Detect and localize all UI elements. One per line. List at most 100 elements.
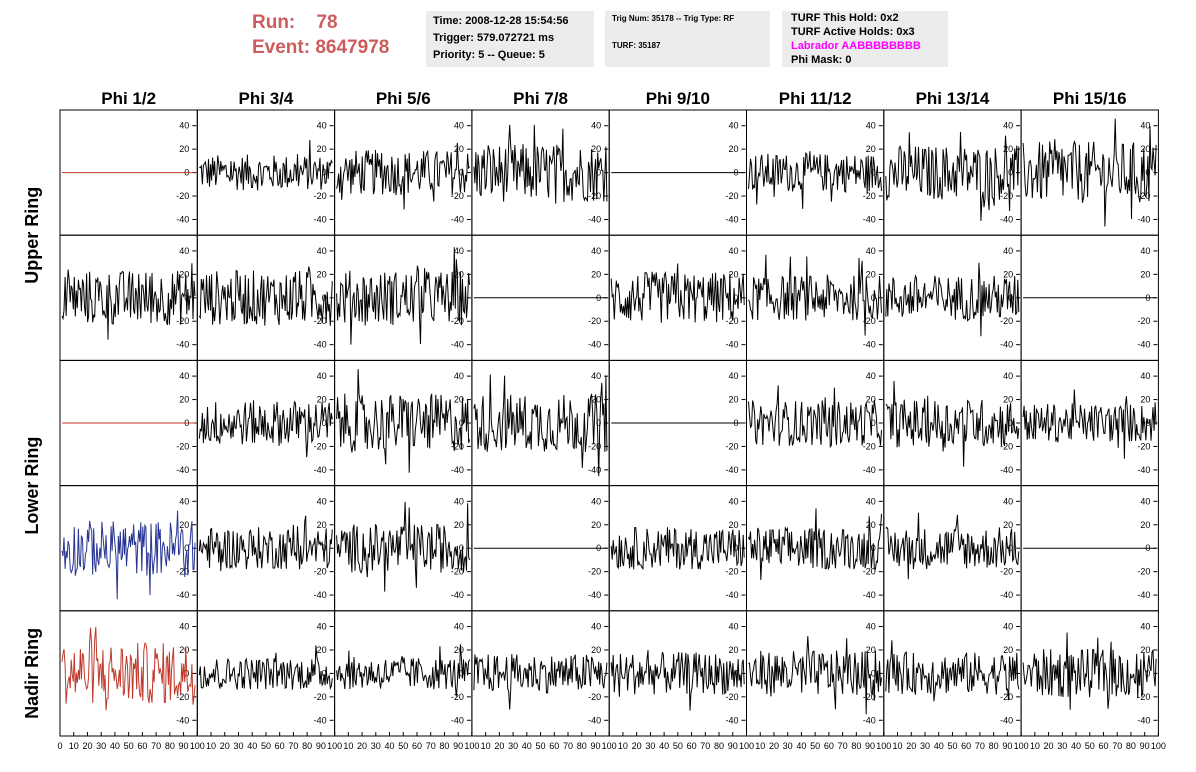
- y-tick-label: -20: [314, 441, 327, 451]
- y-tick-label: 40: [179, 121, 189, 131]
- x-tick-label: 70: [151, 741, 161, 751]
- x-tick-label: 20: [906, 741, 916, 751]
- x-tick-label: 10: [618, 741, 628, 751]
- y-tick-label: 40: [591, 622, 601, 632]
- x-tick-label: 90: [590, 741, 600, 751]
- y-tick-label: 40: [1140, 121, 1150, 131]
- x-tick-label: 30: [920, 741, 930, 751]
- y-tick-label: -20: [725, 441, 738, 451]
- y-tick-label: 20: [866, 645, 876, 655]
- y-tick-label: -20: [1137, 191, 1150, 201]
- x-tick-label: 30: [645, 741, 655, 751]
- x-tick-label: 60: [824, 741, 834, 751]
- x-tick-label: 90: [1002, 741, 1012, 751]
- y-tick-label: -20: [725, 567, 738, 577]
- x-tick-label: 20: [632, 741, 642, 751]
- x-tick-label: 60: [275, 741, 285, 751]
- y-tick-label: -40: [588, 214, 601, 224]
- y-tick-label: 20: [179, 269, 189, 279]
- row-label: Upper Ring: [22, 187, 42, 284]
- y-tick-label: 20: [591, 645, 601, 655]
- y-tick-label: -40: [1000, 590, 1013, 600]
- row-label: Nadir Ring: [22, 628, 42, 719]
- waveform-trace: [885, 512, 1020, 580]
- y-tick-label: -40: [725, 214, 738, 224]
- x-tick-label: 0: [57, 741, 62, 751]
- y-tick-label: -40: [314, 340, 327, 350]
- x-tick-label: 100: [1014, 741, 1029, 751]
- y-tick-label: -40: [588, 465, 601, 475]
- y-tick-label: -20: [1000, 567, 1013, 577]
- waveform-trace: [198, 400, 333, 458]
- y-tick-label: -20: [176, 692, 189, 702]
- y-tick-label: 20: [1140, 144, 1150, 154]
- x-tick-label: 40: [385, 741, 395, 751]
- y-tick-label: 20: [454, 520, 464, 530]
- x-tick-label: 60: [549, 741, 559, 751]
- run-line: Run: 78: [252, 10, 422, 35]
- y-tick-label: -20: [588, 441, 601, 451]
- x-tick-label: 70: [975, 741, 985, 751]
- y-tick-label: -40: [588, 340, 601, 350]
- y-tick-label: 20: [179, 395, 189, 405]
- waveform-trace: [610, 650, 745, 711]
- y-tick-label: 20: [1003, 645, 1013, 655]
- time-info-box: Time: 2008-12-28 15:54:56 Trigger: 579.0…: [426, 11, 594, 67]
- y-tick-label: -40: [863, 465, 876, 475]
- y-tick-label: -40: [314, 715, 327, 725]
- y-tick-label: -20: [1137, 567, 1150, 577]
- y-tick-label: 40: [454, 121, 464, 131]
- y-tick-label: -40: [314, 465, 327, 475]
- x-tick-label: 40: [247, 741, 257, 751]
- x-tick-label: 20: [82, 741, 92, 751]
- x-tick-label: 10: [1030, 741, 1040, 751]
- y-tick-label: 0: [459, 418, 464, 428]
- y-tick-label: 40: [866, 121, 876, 131]
- y-tick-label: -20: [588, 316, 601, 326]
- x-tick-label: 10: [893, 741, 903, 751]
- y-tick-label: -40: [451, 340, 464, 350]
- y-tick-label: 20: [591, 520, 601, 530]
- y-tick-label: -40: [451, 465, 464, 475]
- waveform-trace: [473, 654, 608, 710]
- y-tick-label: 0: [871, 668, 876, 678]
- x-tick-label: 40: [796, 741, 806, 751]
- waveform-trace: [336, 369, 471, 473]
- y-tick-label: -40: [314, 590, 327, 600]
- waveform-trace: [748, 254, 882, 336]
- y-tick-label: -20: [725, 692, 738, 702]
- x-tick-label: 80: [439, 741, 449, 751]
- y-tick-label: -20: [451, 441, 464, 451]
- x-tick-label: 20: [494, 741, 504, 751]
- x-tick-label: 60: [1098, 741, 1108, 751]
- y-tick-label: 40: [591, 371, 601, 381]
- y-tick-label: -40: [176, 465, 189, 475]
- y-tick-label: -20: [314, 692, 327, 702]
- waveform-trace: [748, 385, 882, 449]
- y-tick-label: -20: [725, 316, 738, 326]
- x-tick-label: 60: [412, 741, 422, 751]
- x-tick-label: 100: [327, 741, 342, 751]
- y-tick-label: 20: [1140, 395, 1150, 405]
- y-tick-label: -20: [451, 567, 464, 577]
- y-tick-label: 40: [1003, 622, 1013, 632]
- y-tick-label: -20: [863, 191, 876, 201]
- y-tick-label: 20: [317, 520, 327, 530]
- y-tick-label: -20: [588, 567, 601, 577]
- x-tick-label: 50: [673, 741, 683, 751]
- y-tick-label: 20: [728, 144, 738, 154]
- y-tick-label: 0: [871, 168, 876, 178]
- x-tick-label: 90: [179, 741, 189, 751]
- y-tick-label: 20: [728, 395, 738, 405]
- y-tick-label: 0: [459, 293, 464, 303]
- run-value: 78: [316, 12, 338, 33]
- y-tick-label: -20: [314, 316, 327, 326]
- y-tick-label: -40: [176, 214, 189, 224]
- y-tick-label: 20: [1003, 269, 1013, 279]
- y-tick-label: -20: [863, 567, 876, 577]
- y-tick-label: 20: [179, 520, 189, 530]
- x-tick-label: 10: [69, 741, 79, 751]
- y-tick-label: -20: [588, 692, 601, 702]
- y-tick-label: -40: [1000, 715, 1013, 725]
